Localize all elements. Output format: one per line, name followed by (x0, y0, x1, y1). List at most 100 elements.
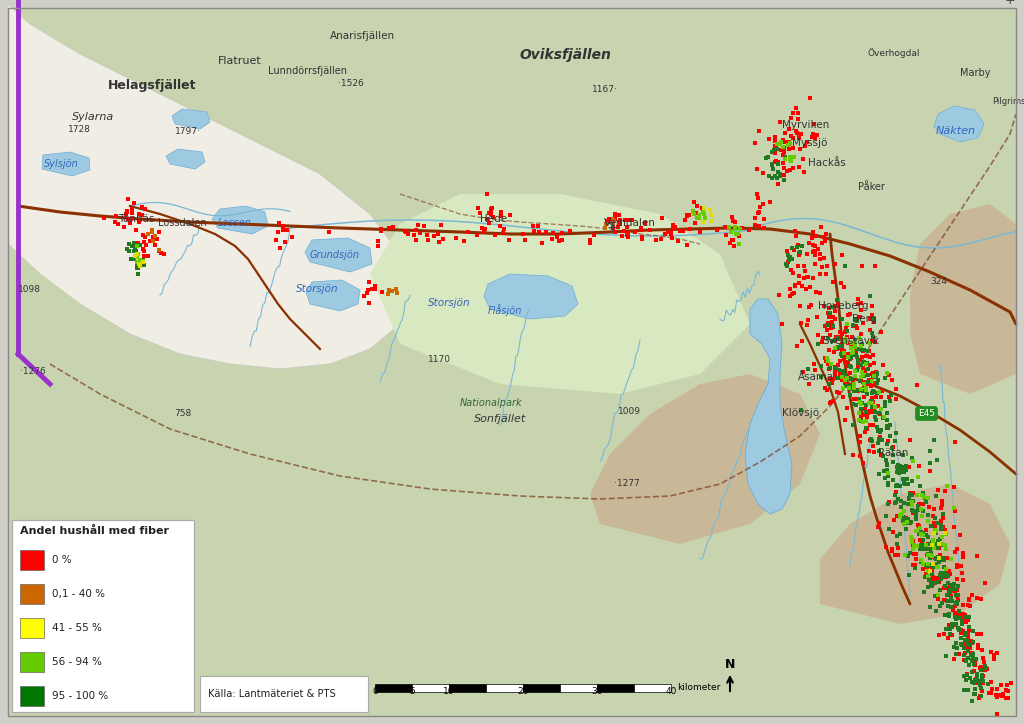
Point (899, 473, 915, 484)
Point (924, 538, 940, 550)
Point (942, 628, 958, 639)
Point (124, 240, 140, 251)
Point (911, 480, 928, 492)
Point (727, 216, 743, 228)
Point (947, 589, 964, 601)
Point (938, 610, 954, 621)
Point (145, 232, 162, 243)
Point (863, 406, 880, 418)
Point (810, 339, 826, 350)
Point (940, 632, 956, 644)
Point (864, 336, 881, 348)
Text: 1797·: 1797· (175, 127, 201, 136)
Point (821, 319, 838, 331)
Point (826, 313, 843, 325)
Point (915, 586, 932, 597)
Point (821, 303, 838, 314)
Point (884, 543, 900, 555)
Point (975, 652, 991, 663)
Point (889, 538, 905, 550)
Point (396, 225, 413, 237)
Point (131, 216, 147, 227)
Point (367, 279, 383, 291)
Point (790, 113, 806, 125)
Point (884, 442, 900, 453)
Point (840, 337, 856, 349)
Point (116, 222, 132, 233)
Point (857, 358, 873, 370)
Point (834, 278, 850, 290)
Point (901, 492, 918, 504)
Point (924, 550, 940, 562)
Point (834, 350, 850, 361)
Point (801, 379, 817, 390)
Point (816, 252, 833, 264)
Point (929, 454, 945, 466)
Point (872, 424, 889, 435)
Point (951, 624, 968, 636)
Point (949, 597, 966, 608)
Point (688, 208, 705, 219)
Point (785, 151, 802, 163)
Point (965, 654, 981, 666)
Point (938, 623, 954, 635)
Text: Berg: Berg (852, 314, 877, 324)
Point (123, 253, 139, 265)
Point (890, 463, 906, 474)
Point (795, 366, 811, 378)
Point (790, 107, 806, 119)
Point (935, 513, 951, 524)
Point (807, 245, 823, 257)
Point (773, 144, 790, 156)
Point (943, 585, 959, 597)
Point (880, 471, 896, 482)
Point (918, 568, 934, 580)
Point (777, 136, 794, 148)
Point (964, 654, 980, 666)
Point (858, 389, 874, 400)
Point (839, 371, 855, 383)
Point (916, 571, 933, 583)
Point (859, 345, 876, 357)
Point (967, 683, 983, 695)
Point (492, 220, 508, 232)
Point (562, 225, 579, 237)
Point (696, 203, 713, 214)
Point (887, 436, 903, 447)
Point (854, 318, 870, 329)
Point (749, 164, 765, 175)
Point (793, 318, 809, 329)
Point (904, 499, 921, 510)
Point (862, 290, 879, 301)
Point (944, 618, 961, 630)
Point (870, 434, 887, 445)
Point (692, 227, 709, 238)
Point (861, 434, 878, 445)
Point (936, 594, 952, 606)
Point (502, 209, 518, 221)
Point (927, 525, 943, 536)
Point (892, 528, 908, 539)
Point (884, 374, 900, 386)
Point (858, 350, 874, 362)
Point (768, 141, 784, 153)
Point (922, 574, 938, 586)
Point (835, 372, 851, 384)
Point (959, 645, 976, 657)
Point (664, 227, 680, 239)
Point (360, 285, 377, 296)
Point (853, 298, 869, 309)
Point (843, 341, 859, 353)
Point (833, 340, 849, 352)
Point (806, 119, 822, 130)
Point (833, 348, 849, 360)
Point (851, 407, 867, 418)
Point (831, 364, 848, 376)
Point (853, 359, 869, 371)
Point (940, 577, 956, 589)
Point (827, 306, 844, 317)
Point (878, 542, 894, 553)
Point (927, 577, 943, 589)
Point (121, 237, 137, 249)
Point (862, 359, 879, 371)
